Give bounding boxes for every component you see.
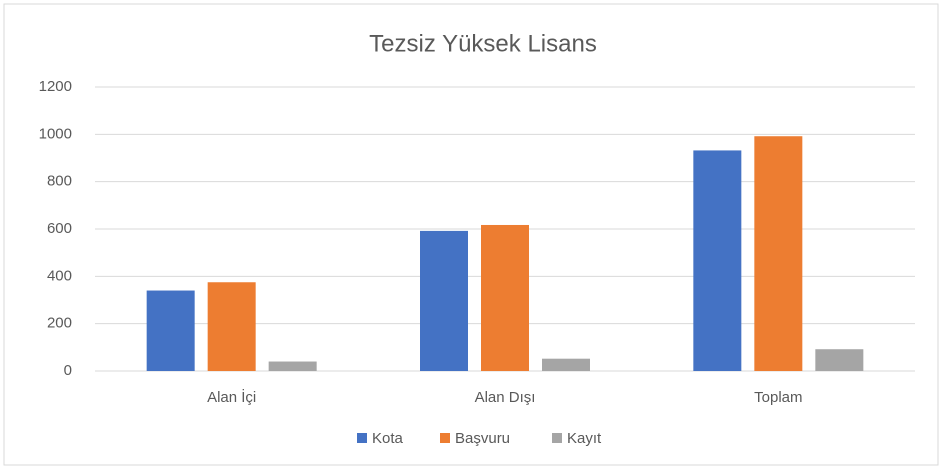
legend-swatch [357, 433, 367, 443]
y-tick-label: 0 [64, 362, 72, 379]
legend-label: Kota [372, 430, 404, 447]
legend-label: Başvuru [455, 430, 510, 447]
bar [693, 150, 742, 371]
y-tick-label: 200 [47, 315, 72, 332]
y-tick-label: 600 [47, 220, 72, 237]
legend-swatch [552, 433, 562, 443]
y-tick-label: 400 [47, 267, 72, 284]
x-tick-label: Alan İçi [207, 388, 256, 406]
bar [815, 349, 864, 371]
bar [207, 282, 256, 371]
bar [754, 136, 803, 371]
legend-label: Kayıt [567, 430, 602, 447]
bar [420, 230, 468, 371]
x-tick-label: Alan Dışı [475, 389, 536, 406]
bar [542, 358, 590, 371]
y-tick-label: 1200 [39, 78, 72, 95]
bar [268, 361, 317, 371]
x-tick-label: Toplam [754, 389, 802, 406]
bar [481, 224, 529, 371]
y-tick-label: 800 [47, 173, 72, 190]
chart-title: Tezsiz Yüksek Lisans [369, 30, 597, 57]
y-tick-label: 1000 [39, 125, 72, 142]
bar [146, 290, 195, 371]
legend-swatch [440, 433, 450, 443]
